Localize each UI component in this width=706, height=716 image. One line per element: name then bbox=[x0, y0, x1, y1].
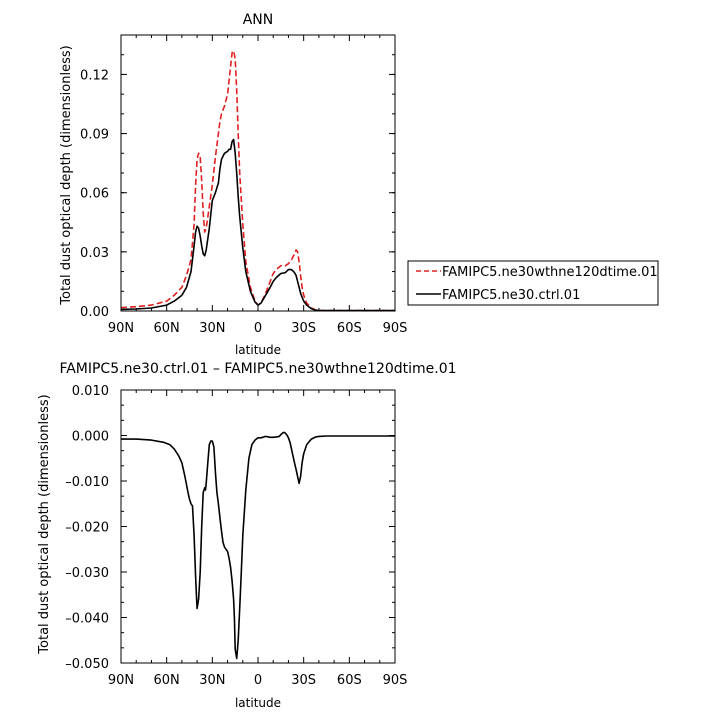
y-tick-label: –0.030 bbox=[65, 566, 109, 581]
bottom-panel-y-axis-label: Total dust optical depth (dimensionless) bbox=[37, 394, 52, 654]
y-tick-label: 0.010 bbox=[72, 384, 109, 399]
y-tick-label: –0.020 bbox=[65, 521, 109, 536]
y-tick-label: –0.010 bbox=[65, 475, 109, 490]
y-tick-label: 0.00 bbox=[80, 305, 109, 320]
y-tick-label: 0.06 bbox=[80, 187, 109, 202]
top-panel-title: ANN bbox=[243, 12, 274, 28]
bottom-panel-title: FAMIPC5.ne30.ctrl.01 – FAMIPC5.ne30wthne… bbox=[59, 361, 456, 377]
x-tick-label: 60S bbox=[337, 321, 362, 336]
y-tick-label: 0.09 bbox=[80, 128, 109, 143]
x-tick-label: 30N bbox=[199, 321, 225, 336]
legend-label-series-1: FAMIPC5.ne30wthne120dtime.01 bbox=[442, 265, 658, 280]
legend-box bbox=[407, 260, 659, 306]
y-tick-label: 0.000 bbox=[72, 430, 109, 445]
x-tick-label: 90S bbox=[383, 673, 408, 688]
bottom-panel: FAMIPC5.ne30.ctrl.01 – FAMIPC5.ne30wthne… bbox=[37, 361, 457, 710]
y-tick-label: 0.03 bbox=[80, 246, 109, 261]
x-tick-label: 30S bbox=[291, 673, 316, 688]
y-tick-label: –0.040 bbox=[65, 612, 109, 627]
bottom-panel-x-axis-label: latitude bbox=[235, 696, 281, 710]
x-tick-label: 30S bbox=[291, 321, 316, 336]
series-line-1 bbox=[121, 431, 395, 660]
x-tick-label: 60N bbox=[154, 673, 180, 688]
y-tick-label: 0.12 bbox=[80, 68, 109, 83]
bottom-panel-plot-frame bbox=[120, 389, 396, 664]
x-tick-label: 60N bbox=[154, 321, 180, 336]
series-line-2 bbox=[120, 138, 395, 312]
y-tick-label: –0.050 bbox=[65, 657, 109, 672]
x-tick-label: 90N bbox=[108, 321, 134, 336]
x-tick-label: 30N bbox=[199, 673, 225, 688]
top-panel-y-axis-label: Total dust optical depth (dimensionless) bbox=[59, 45, 74, 305]
top-panel: ANN Total dust optical depth (dimensionl… bbox=[59, 12, 659, 357]
x-tick-label: 90N bbox=[108, 673, 134, 688]
x-tick-label: 0 bbox=[254, 321, 262, 336]
x-tick-label: 60S bbox=[337, 673, 362, 688]
legend-label-series-2: FAMIPC5.ne30.ctrl.01 bbox=[442, 288, 580, 303]
x-tick-label: 0 bbox=[254, 673, 262, 688]
legend: FAMIPC5.ne30wthne120dtime.01 FAMIPC5.ne3… bbox=[407, 260, 659, 306]
top-panel-x-axis-label: latitude bbox=[235, 343, 281, 357]
x-tick-label: 90S bbox=[383, 321, 408, 336]
top-panel-plot-frame bbox=[120, 34, 396, 312]
series-line-1 bbox=[120, 49, 395, 312]
